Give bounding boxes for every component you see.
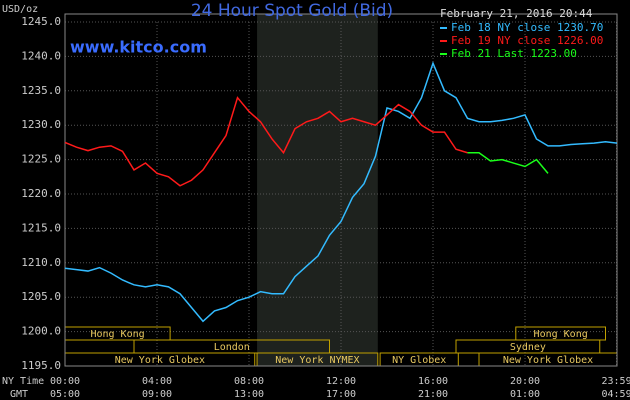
- x2-tick-label: 13:00: [234, 389, 264, 400]
- legend-label: Feb 18 NY close 1230.70: [451, 21, 603, 34]
- x2-tick-label: 17:00: [326, 389, 356, 400]
- legend-label: Feb 19 NY close 1226.00: [451, 34, 603, 47]
- session-label: London: [214, 342, 250, 353]
- x2-tick-label: 21:00: [418, 389, 448, 400]
- plot-frame: [64, 13, 618, 367]
- y-tick-label: 1230.0: [21, 118, 61, 131]
- session-label: NY Globex: [392, 355, 446, 366]
- x-tick-label: 20:00: [510, 376, 540, 387]
- watermark: www.kitco.com: [70, 38, 207, 57]
- y-tick-label: 1220.0: [21, 187, 61, 200]
- y-axis-label: USD/oz: [2, 4, 38, 15]
- y-tick-label: 1205.0: [21, 290, 61, 303]
- y-tick-label: 1225.0: [21, 153, 61, 166]
- legend-label: Feb 21 Last 1223.00: [451, 47, 577, 60]
- plot: [64, 13, 618, 367]
- session-label: Hong Kong: [534, 329, 588, 340]
- y-tick-label: 1215.0: [21, 221, 61, 234]
- x2-axis-label: GMT: [10, 389, 28, 400]
- y-tick-label: 1235.0: [21, 84, 61, 97]
- y-tick-label: 1210.0: [21, 256, 61, 269]
- y-tick-label: 1195.0: [21, 359, 61, 372]
- series-line: [64, 61, 618, 323]
- shaded-band: [257, 14, 378, 366]
- session-label: New York NYMEX: [275, 355, 359, 366]
- x-tick-label: 23:59: [601, 376, 630, 387]
- x2-tick-label: 01:00: [510, 389, 540, 400]
- series-line: [64, 96, 468, 187]
- x-tick-label: 00:00: [50, 376, 80, 387]
- series-line: [467, 151, 549, 174]
- x-tick-label: 08:00: [234, 376, 264, 387]
- x-axis-label: NY Time: [2, 376, 44, 387]
- session-label: New York Globex: [503, 355, 593, 366]
- x-tick-label: 12:00: [326, 376, 356, 387]
- y-tick-label: 1240.0: [21, 49, 61, 62]
- timestamp: February 21, 2016 20:44: [440, 7, 593, 20]
- x-tick-label: 04:00: [142, 376, 172, 387]
- x-tick-label: 16:00: [418, 376, 448, 387]
- y-tick-label: 1200.0: [21, 325, 61, 338]
- x2-tick-label: 05:00: [50, 389, 80, 400]
- x2-tick-label: 09:00: [142, 389, 172, 400]
- y-tick-label: 1245.0: [21, 15, 61, 28]
- session-label: Hong Kong: [90, 329, 144, 340]
- chart-title: 24 Hour Spot Gold (Bid): [191, 1, 393, 21]
- session-label: New York Globex: [115, 355, 205, 366]
- x2-tick-label: 04:59: [601, 389, 630, 400]
- session-label: Sydney: [510, 342, 546, 353]
